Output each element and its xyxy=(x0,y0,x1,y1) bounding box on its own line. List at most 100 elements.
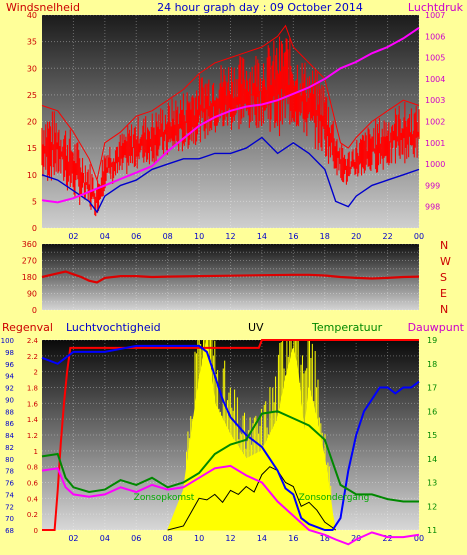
pressure-tick-label: 1005 xyxy=(425,54,445,63)
humidity-tick-label: 76 xyxy=(5,480,14,488)
wind-speed-tick-label: 25 xyxy=(27,91,37,100)
humidity-tick-label: 100 xyxy=(1,337,14,345)
rain-line xyxy=(42,339,419,531)
rain-tick-label: 0.4 xyxy=(27,495,39,503)
x-tick-label: 16 xyxy=(288,534,298,543)
x-tick-label: 00 xyxy=(414,534,424,543)
humidity-tick-label: 68 xyxy=(5,527,14,535)
humidity-tick-label: 74 xyxy=(5,491,14,499)
pressure-tick-label: 1006 xyxy=(425,32,445,41)
sunset-annotation: Zonsondergang xyxy=(299,493,370,503)
x-tick-label: 18 xyxy=(320,232,330,241)
rain-tick-label: 2.2 xyxy=(27,353,38,361)
x-tick-label: 14 xyxy=(257,534,267,543)
pressure-tick-label: 1007 xyxy=(425,11,445,20)
temperature-tick-label: 12 xyxy=(427,502,437,511)
wind-speed-tick-label: 40 xyxy=(27,11,37,20)
humidity-tick-label: 72 xyxy=(5,503,14,511)
rain-tick-label: 0.6 xyxy=(27,480,39,488)
pressure-tick-label: 1002 xyxy=(425,118,445,127)
pressure-tick-label: 1000 xyxy=(425,160,445,169)
humidity-tick-label: 84 xyxy=(5,432,14,440)
pressure-tick-label: 1001 xyxy=(425,139,445,148)
solar-line xyxy=(167,466,337,531)
humidity-tick-label: 88 xyxy=(5,408,14,416)
x-tick-label: 06 xyxy=(131,232,141,241)
direction-letter-w: W xyxy=(440,255,451,268)
x-tick-label: 12 xyxy=(225,232,235,241)
humidity-tick-label: 78 xyxy=(5,468,14,476)
dewpoint-line xyxy=(41,464,420,546)
chart-title: 24 hour graph day : 09 October 2014 xyxy=(157,1,363,14)
direction-tick-label: 90 xyxy=(27,290,37,299)
direction-letter-n-bottom: N xyxy=(440,303,448,316)
wind-average-line xyxy=(41,136,420,214)
direction-tick-label: 180 xyxy=(22,273,37,282)
humidity-line xyxy=(41,344,420,531)
rain-tick-label: 1.8 xyxy=(27,385,38,393)
wind-speed-tick-label: 10 xyxy=(27,171,37,180)
dewpoint-label: Dauwpunt xyxy=(408,321,465,334)
temperature-tick-label: 14 xyxy=(427,455,437,464)
rain-tick-label: 1 xyxy=(34,448,38,456)
humidity-tick-label: 96 xyxy=(5,361,14,369)
x-tick-label: 02 xyxy=(68,534,78,543)
rain-tick-label: 0 xyxy=(34,527,38,535)
temperature-tick-label: 18 xyxy=(427,360,437,369)
rain-tick-label: 1.2 xyxy=(27,432,38,440)
rain-tick-label: 0.8 xyxy=(27,464,38,472)
humidity-tick-label: 94 xyxy=(5,373,14,381)
humidity-tick-label: 92 xyxy=(5,385,14,393)
wind-direction-line xyxy=(41,270,420,284)
pressure-tick-label: 999 xyxy=(425,181,440,190)
rain-tick-label: 1.6 xyxy=(27,400,39,408)
x-tick-label: 00 xyxy=(414,232,424,241)
pressure-tick-label: 1003 xyxy=(425,96,445,105)
temperature-line xyxy=(41,410,419,503)
direction-letter-e: E xyxy=(440,287,447,300)
temperature-label: Temperatuur xyxy=(311,321,383,334)
rain-tick-label: 0.2 xyxy=(27,511,38,519)
wind-gust-max-line xyxy=(41,24,420,182)
temperature-tick-label: 13 xyxy=(427,479,437,488)
temperature-tick-label: 16 xyxy=(427,407,437,416)
x-tick-label: 10 xyxy=(194,232,204,241)
x-tick-label: 10 xyxy=(194,534,204,543)
wind-speed-axis-title: Windsnelheid xyxy=(6,1,80,14)
humidity-tick-label: 80 xyxy=(5,456,14,464)
pressure-tick-label: 998 xyxy=(425,203,440,212)
pressure-tick-label: 1004 xyxy=(425,75,445,84)
x-tick-label: 08 xyxy=(163,232,173,241)
x-tick-label: 08 xyxy=(163,534,173,543)
humidity-tick-label: 98 xyxy=(5,349,14,357)
sunrise-annotation: Zonsopkomst xyxy=(134,493,195,503)
x-tick-label: 04 xyxy=(100,232,110,241)
humidity-label: Luchtvochtigheid xyxy=(66,321,161,334)
x-tick-label: 16 xyxy=(288,232,298,241)
humidity-tick-label: 70 xyxy=(5,515,14,523)
pressure-line xyxy=(41,26,420,204)
x-tick-label: 12 xyxy=(225,534,235,543)
x-tick-label: 18 xyxy=(320,534,330,543)
humidity-tick-label: 82 xyxy=(5,444,14,452)
pressure-axis-title: Luchtdruk xyxy=(408,1,464,14)
direction-tick-label: 0 xyxy=(32,306,37,315)
wind-speed-tick-label: 15 xyxy=(27,144,37,153)
x-tick-label: 14 xyxy=(257,232,267,241)
x-tick-label: 04 xyxy=(100,534,110,543)
direction-letter-s: S xyxy=(440,271,447,284)
x-tick-label: 22 xyxy=(382,534,392,543)
direction-letter-n-top: N xyxy=(440,239,448,252)
direction-tick-label: 360 xyxy=(22,240,37,249)
x-tick-label: 02 xyxy=(68,232,78,241)
temperature-tick-label: 11 xyxy=(427,526,437,535)
temperature-tick-label: 17 xyxy=(427,384,437,393)
wind-speed-tick-label: 20 xyxy=(27,118,37,127)
rain-tick-label: 2.4 xyxy=(27,337,39,345)
uv-label: UV xyxy=(248,321,264,334)
wind-speed-tick-label: 0 xyxy=(32,224,37,233)
x-tick-label: 20 xyxy=(351,232,361,241)
wind-panel-background xyxy=(42,15,419,228)
x-tick-label: 06 xyxy=(131,534,141,543)
